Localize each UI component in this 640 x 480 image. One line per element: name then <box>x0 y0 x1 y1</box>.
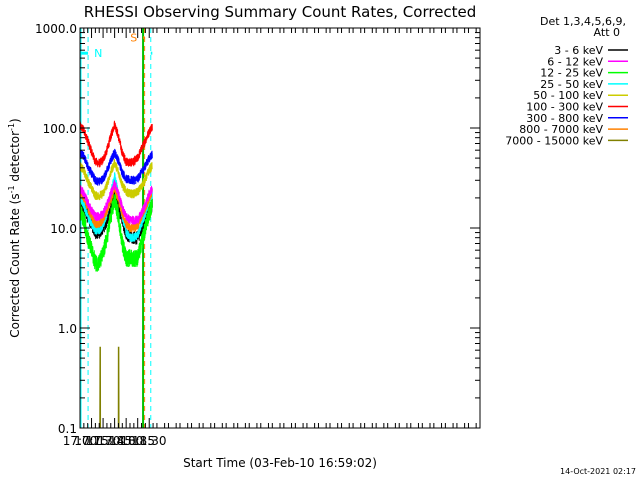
y-axis-label-mid: detector <box>8 131 22 186</box>
timestamp: 14-Oct-2021 02:17 <box>560 467 636 476</box>
x-tick-label: 18:15 <box>120 434 155 448</box>
legend-label-7: 300 - 800 keV <box>526 112 603 125</box>
legend-label-4: 25 - 50 keV <box>540 78 603 91</box>
x-tick-label: 17:45 <box>97 434 132 448</box>
series-12-25-kev <box>79 194 153 272</box>
series-6-12-kev <box>79 179 153 225</box>
legend-label-1: 3 - 6 keV <box>554 44 603 57</box>
series-7000-15000-kev <box>99 346 120 429</box>
y-tick-label: 0.1 <box>58 422 77 436</box>
saa-label: S <box>130 32 137 45</box>
y-tick-label: 1.0 <box>58 322 77 336</box>
legend-title-line-1: Det 1,3,4,5,6,9, <box>540 15 626 28</box>
series-100-300-kev <box>79 120 153 168</box>
legend-label-9: 7000 - 15000 keV <box>505 134 603 147</box>
y-axis-label-end: ) <box>8 118 22 123</box>
legend-label-2: 6 - 12 keV <box>547 55 603 68</box>
series-50-100-kev <box>79 158 153 201</box>
y-axis-label-main: Corrected Count Rate (s <box>8 193 22 337</box>
chart-title: RHESSI Observing Summary Count Rates, Co… <box>84 3 477 21</box>
legend-title-line-2: Att 0 <box>594 26 620 39</box>
legend-label-8: 800 - 7000 keV <box>519 123 603 136</box>
x-tick-label: 17:00 <box>63 434 98 448</box>
axis-layer: 1000.0 100.0 10.0 1.0 0.117:0017:1517:3017:4… <box>35 22 481 448</box>
x-axis-label: Start Time (03-Feb-10 16:59:02) <box>183 456 377 470</box>
x-tick-label: 17:30 <box>86 434 121 448</box>
legend-label-5: 50 - 100 keV <box>533 89 603 102</box>
y-tick-label: 10.0 <box>50 222 77 236</box>
x-tick-label: 18:30 <box>132 434 167 448</box>
legend-label-6: 100 - 300 keV <box>526 101 603 114</box>
y-tick-label: 100.0 <box>43 122 77 136</box>
series-300-800-kev <box>79 148 153 186</box>
y-axis-label-sup: -1 <box>7 185 16 193</box>
night-label: N <box>94 47 102 60</box>
y-axis-label-sup2: -1 <box>7 123 16 131</box>
y-axis-label: Corrected Count Rate (s-1 detector-1) <box>7 118 22 337</box>
legend-label-3: 12 - 25 keV <box>540 67 603 80</box>
y-tick-label: 1000.0 <box>35 22 77 36</box>
x-tick-label: 18:00 <box>109 434 144 448</box>
x-tick-label: 17:15 <box>74 434 109 448</box>
